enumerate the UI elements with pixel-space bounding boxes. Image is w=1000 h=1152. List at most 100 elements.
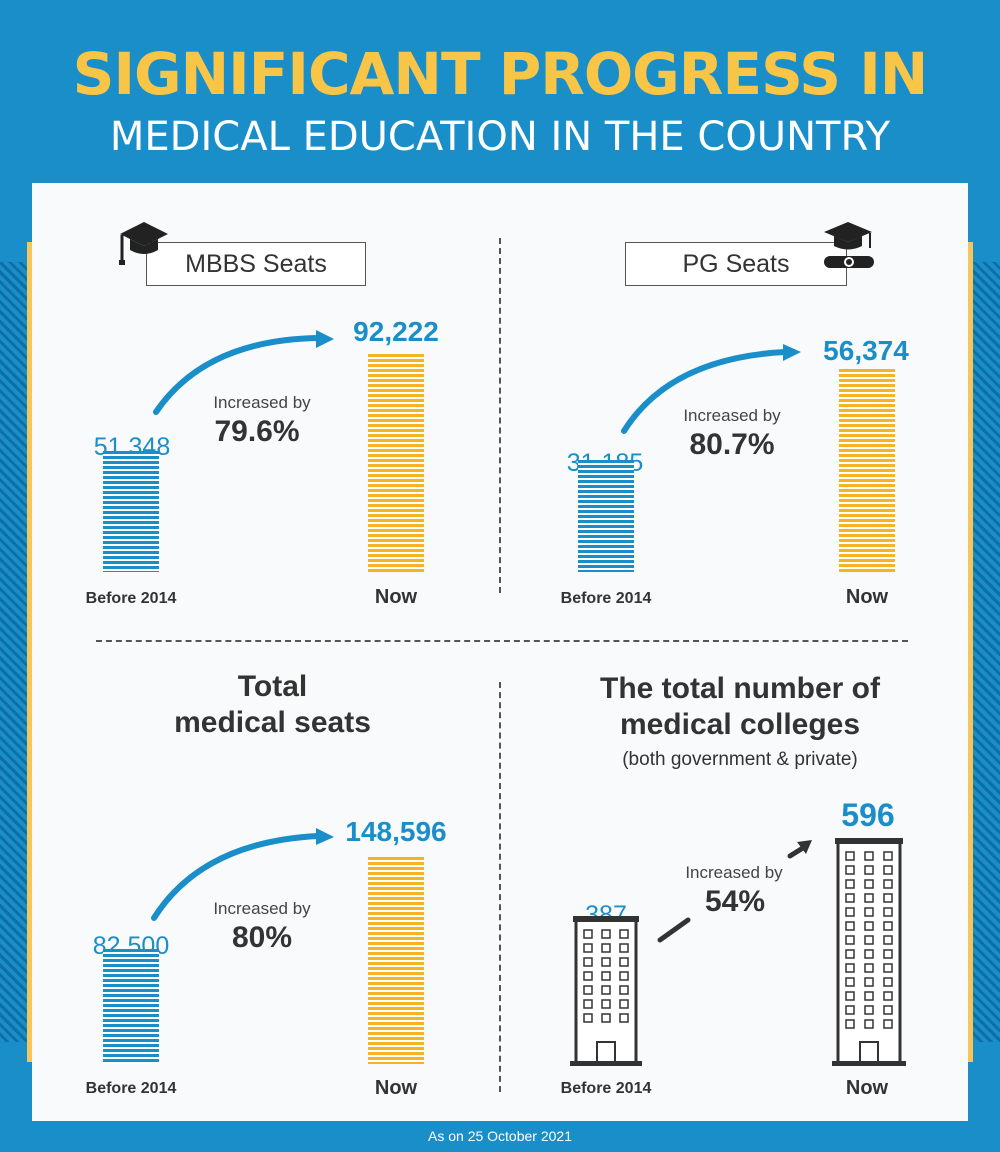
colleges-title-line1: The total number of [600, 672, 880, 705]
colleges-increase-label: Increased by [685, 863, 783, 882]
building-window [883, 1005, 893, 1015]
pg-xlabel-now: Now [845, 586, 889, 608]
building-base [832, 1061, 906, 1066]
building-window [864, 991, 874, 1001]
pg-bar-before [578, 460, 634, 572]
building-window [601, 985, 611, 995]
building-window [864, 977, 874, 987]
building-window [601, 957, 611, 967]
building-window [845, 865, 855, 875]
building-window [845, 893, 855, 903]
building-roof [835, 838, 903, 844]
colleges-title-line2: medical colleges [619, 708, 861, 741]
colleges-title: The total number of medical colleges [540, 671, 940, 743]
mbbs-bar-now [368, 354, 424, 572]
building-window [864, 851, 874, 861]
total-xlabel-now: Now [374, 1077, 418, 1099]
pg-now-value: 56,374 [823, 335, 909, 366]
building-body [836, 840, 902, 1066]
building-window [864, 907, 874, 917]
building-window [883, 963, 893, 973]
footnote: As on 25 October 2021 [428, 1128, 572, 1144]
divider-vertical-bottom [499, 682, 501, 1092]
building-window [583, 929, 593, 939]
building-window [601, 999, 611, 1009]
building-window [864, 1019, 874, 1029]
building-window [845, 991, 855, 1001]
building-window [619, 943, 629, 953]
mbbs-increase-value: 79.6% [214, 415, 300, 448]
building-window [583, 985, 593, 995]
building-window [619, 999, 629, 1009]
building-window [583, 943, 593, 953]
building-window [845, 935, 855, 945]
building-window [864, 893, 874, 903]
graduation-cap-diploma-icon [824, 222, 874, 268]
mbbs-bar-before [103, 451, 159, 572]
building-window [864, 921, 874, 931]
building-roof [573, 916, 639, 922]
building-window [883, 949, 893, 959]
graduation-cap-icon [119, 222, 168, 265]
building-window [864, 879, 874, 889]
building-window [583, 1013, 593, 1023]
building-window [583, 957, 593, 967]
divider-horizontal [96, 640, 908, 642]
building-window [619, 957, 629, 967]
building-base [570, 1061, 642, 1066]
colleges-increase-value: 54% [704, 885, 766, 918]
total-xlabel-before: Before 2014 [85, 1080, 177, 1097]
building-window [864, 1005, 874, 1015]
mbbs-now-value: 92,222 [353, 316, 439, 347]
building-window [845, 851, 855, 861]
total-seats-title-line2: medical seats [174, 706, 371, 739]
total-now-value: 148,596 [345, 816, 447, 847]
pg-xlabel-before: Before 2014 [560, 590, 652, 607]
building-window [883, 921, 893, 931]
building-window [883, 879, 893, 889]
colleges-subtitle: (both government & private) [622, 749, 858, 770]
total-seats-title-line1: Total [237, 670, 308, 703]
building-window [583, 971, 593, 981]
building-window [845, 977, 855, 987]
mbbs-title-box: MBBS Seats [146, 242, 366, 286]
building-window [883, 977, 893, 987]
colleges-xlabel-before: Before 2014 [560, 1080, 652, 1097]
building-window [845, 1005, 855, 1015]
building-window [583, 999, 593, 1009]
building-window [845, 907, 855, 917]
building-window [619, 971, 629, 981]
building-window [845, 949, 855, 959]
pg-title: PG Seats [682, 249, 790, 278]
pg-title-box: PG Seats [625, 242, 847, 286]
building-window [619, 929, 629, 939]
building-window [619, 1013, 629, 1023]
total-bar-now [368, 857, 424, 1064]
mbbs-title: MBBS Seats [185, 249, 327, 278]
colleges-now-value: 596 [841, 797, 895, 833]
building-window [601, 943, 611, 953]
building-window [601, 929, 611, 939]
total-increase-value: 80% [231, 921, 293, 954]
mbbs-xlabel-now: Now [374, 586, 418, 608]
building-door [859, 1041, 879, 1063]
divider-vertical-top [499, 238, 501, 593]
building-window [883, 851, 893, 861]
mbbs-xlabel-before: Before 2014 [85, 590, 177, 607]
building-window [883, 865, 893, 875]
building-window [864, 949, 874, 959]
building-window [883, 1019, 893, 1029]
building-window [601, 1013, 611, 1023]
building-window [619, 985, 629, 995]
building-door [596, 1041, 616, 1063]
right-gold-stripe [963, 242, 973, 1062]
title-sub: MEDICAL EDUCATION IN THE COUNTRY [109, 114, 891, 160]
building-window [883, 991, 893, 1001]
building-window [883, 935, 893, 945]
building-window [845, 963, 855, 973]
building-window [864, 963, 874, 973]
building-window [883, 907, 893, 917]
colleges-xlabel-now: Now [845, 1077, 889, 1099]
